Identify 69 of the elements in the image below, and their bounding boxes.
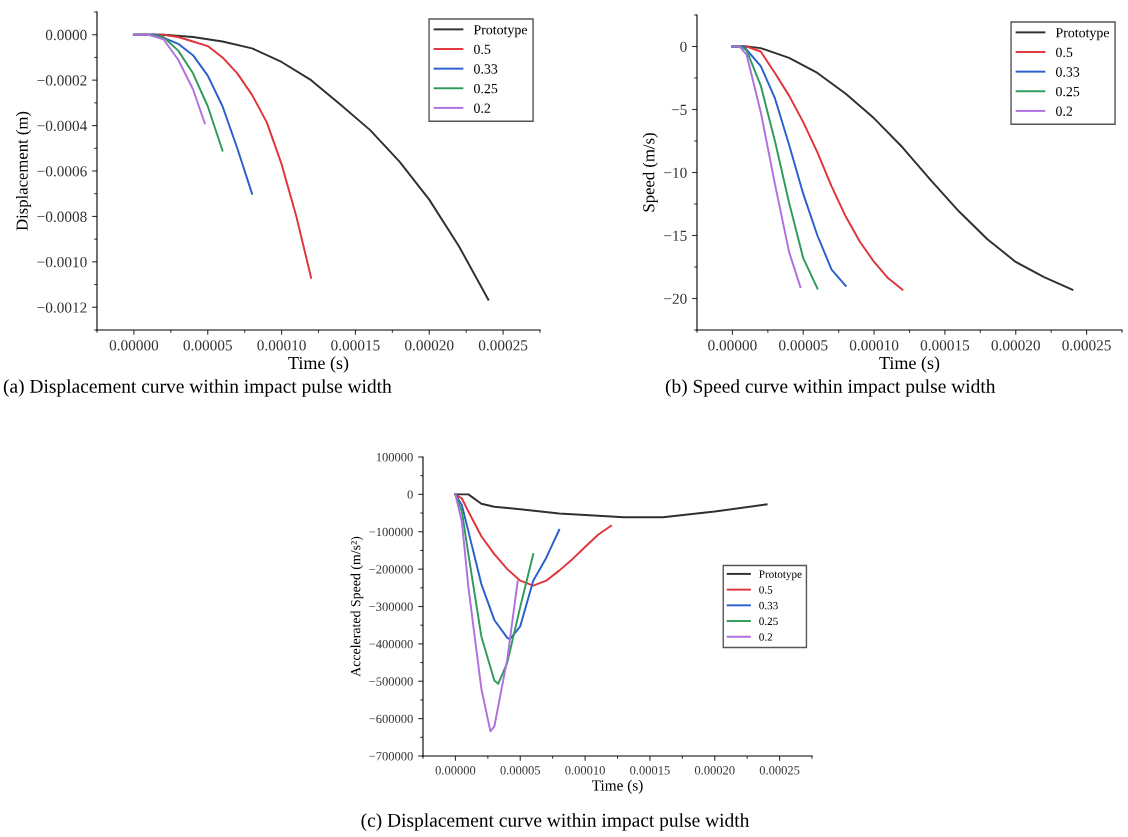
- x-tick-label: 0.00005: [500, 766, 541, 775]
- y-tick-label: −0.0006: [37, 166, 87, 177]
- y-axis-title: Accelerated Speed (m/s²): [350, 536, 364, 677]
- text: (c) Displacement curve within impact pulse width: [361, 813, 750, 831]
- y-tick-label: −0.0012: [37, 302, 87, 313]
- legend-label: 0.2: [1056, 106, 1073, 116]
- line-series: [132, 33, 206, 125]
- x-tick-label: 0.00025: [759, 766, 800, 775]
- x-tick-label: 0.00025: [1062, 340, 1111, 351]
- y-tick-label: 100000: [376, 453, 413, 462]
- x-tick-label: 0.00025: [478, 340, 528, 351]
- text: (b) Speed curve within impact pulse width: [665, 379, 996, 397]
- y-tick-label: 0.0000: [45, 29, 87, 41]
- x-axis-title: Time (s): [879, 356, 940, 373]
- x-tick-label: 0.00000: [109, 340, 159, 351]
- y-tick-label: −15: [664, 230, 687, 241]
- x-tick-label: 0.00005: [183, 340, 232, 351]
- y-tick-label: −200000: [369, 565, 413, 574]
- legend-label: 0.5: [1056, 47, 1073, 58]
- x-tick-label: 0.00010: [565, 766, 605, 775]
- y-tick-label: −500000: [369, 677, 413, 686]
- y-tick-label: −0.0010: [37, 257, 87, 268]
- y-tick-label: −300000: [369, 602, 413, 611]
- line-series: [454, 493, 768, 519]
- text: (a) Displacement curve within impact pulse width: [3, 379, 392, 397]
- y-tick-label: −600000: [369, 714, 413, 724]
- x-axis-title: Time (s): [591, 779, 643, 794]
- legend-label: Prototype: [473, 25, 528, 38]
- x-tick-label: 0.00020: [991, 340, 1040, 351]
- x-tick-label: 0.00020: [405, 340, 454, 351]
- legend-label: 0.33: [1056, 67, 1080, 77]
- x-tick-label: 0.00015: [630, 766, 670, 775]
- x-tick-label: 0.00015: [331, 340, 380, 351]
- x-tick-label: 0.00010: [849, 340, 899, 351]
- y-axis-title: Speed (m/s): [642, 133, 658, 212]
- legend-label: 0.33: [759, 601, 778, 610]
- y-tick-label: −10: [664, 167, 687, 178]
- y-tick-label: 0: [680, 41, 687, 52]
- y-tick-label: −0.0008: [37, 211, 87, 222]
- legend-label: 0.25: [759, 617, 778, 626]
- x-tick-label: 0.00015: [920, 340, 970, 351]
- x-axis-title: Time (s): [288, 356, 349, 373]
- line-series: [731, 45, 802, 289]
- y-tick-label: 0: [407, 490, 413, 499]
- y-tick-label: −100000: [369, 527, 413, 537]
- y-tick-label: −700000: [369, 752, 413, 761]
- legend-label: 0.2: [759, 633, 773, 641]
- line-series: [454, 493, 519, 733]
- x-tick-label: 0.00005: [779, 340, 828, 351]
- line-series: [454, 493, 561, 640]
- legend-label: 0.5: [759, 586, 773, 594]
- y-tick-label: −20: [664, 293, 687, 304]
- line-series: [454, 493, 612, 587]
- legend-label: 0.33: [474, 64, 498, 74]
- y-tick-label: −0.0002: [37, 75, 87, 86]
- legend-label: 0.25: [474, 83, 498, 94]
- x-tick-label: 0.00020: [694, 766, 735, 775]
- legend-label: Prototype: [1055, 28, 1110, 41]
- x-tick-label: 0.00000: [708, 340, 757, 351]
- y-tick-label: −400000: [369, 639, 413, 649]
- legend-label: 0.5: [474, 44, 491, 55]
- legend-label: 0.2: [474, 103, 491, 113]
- y-tick-label: −5: [671, 104, 687, 115]
- legend-label: 0.25: [1056, 86, 1080, 97]
- x-tick-label: 0.00000: [435, 766, 476, 775]
- y-axis-title: Displacement (m): [15, 111, 32, 231]
- x-tick-label: 0.00010: [257, 340, 306, 351]
- legend-label: Prototype: [759, 570, 802, 581]
- y-tick-label: −0.0004: [37, 120, 88, 132]
